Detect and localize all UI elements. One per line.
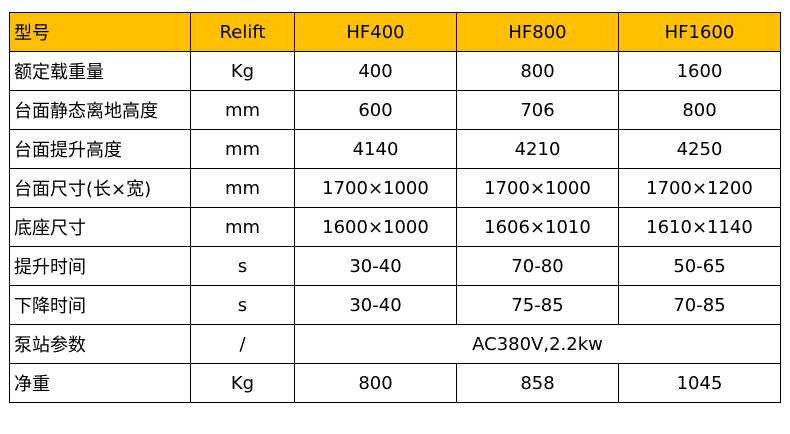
table-cell: 30-40: [294, 246, 457, 286]
table-row: 底座尺寸 mm 1600×1000 1606×1010 1610×1140: [9, 207, 781, 247]
table-cell: 1600: [618, 51, 781, 91]
header-cell: HF400: [294, 12, 457, 52]
table-cell: Kg: [190, 363, 295, 403]
table-row: 台面提升高度 mm 4140 4210 4250: [9, 129, 781, 169]
table-cell: /: [190, 324, 295, 364]
header-cell: HF800: [456, 12, 619, 52]
table-cell: 75-85: [456, 285, 619, 325]
table-cell: 800: [294, 363, 457, 403]
table-cell: 下降时间: [9, 285, 191, 325]
table-cell: s: [190, 246, 295, 286]
table-cell: 800: [618, 90, 781, 130]
table-cell: 1600×1000: [294, 207, 457, 247]
table-cell: s: [190, 285, 295, 325]
table-cell: 1045: [618, 363, 781, 403]
header-cell: Relift: [190, 12, 295, 52]
table-cell: 70-80: [456, 246, 619, 286]
table-row: 提升时间 s 30-40 70-80 50-65: [9, 246, 781, 286]
table-cell: mm: [190, 207, 295, 247]
table-cell: 70-85: [618, 285, 781, 325]
spec-table: 型号 Relift HF400 HF800 HF1600 额定载重量 Kg 400 8…: [9, 12, 781, 403]
table-cell: 1606×1010: [456, 207, 619, 247]
table-cell: 1700×1200: [618, 168, 781, 208]
table-cell: 50-65: [618, 246, 781, 286]
table-cell: 706: [456, 90, 619, 130]
table-cell: 泵站参数: [9, 324, 191, 364]
table-row: 额定载重量 Kg 400 800 1600: [9, 51, 781, 91]
header-cell: 型号: [9, 12, 191, 52]
table-cell: 400: [294, 51, 457, 91]
table-row: 下降时间 s 30-40 75-85 70-85: [9, 285, 781, 325]
table-cell: 1700×1000: [294, 168, 457, 208]
table-cell: Kg: [190, 51, 295, 91]
table-cell: AC380V,2.2kw: [294, 324, 781, 364]
table-cell: mm: [190, 90, 295, 130]
table-cell: 提升时间: [9, 246, 191, 286]
table-cell: 4210: [456, 129, 619, 169]
header-row: 型号 Relift HF400 HF800 HF1600: [9, 12, 781, 52]
table-cell: 800: [456, 51, 619, 91]
table-cell: 4250: [618, 129, 781, 169]
table-cell: 600: [294, 90, 457, 130]
table-row: 泵站参数 / AC380V,2.2kw: [9, 324, 781, 364]
table-cell: 台面尺寸(长×宽): [9, 168, 191, 208]
table-cell: 台面静态离地高度: [9, 90, 191, 130]
table-cell: 额定载重量: [9, 51, 191, 91]
table-row: 台面尺寸(长×宽) mm 1700×1000 1700×1000 1700×1200: [9, 168, 781, 208]
table-cell: 台面提升高度: [9, 129, 191, 169]
table-cell: mm: [190, 168, 295, 208]
header-cell: HF1600: [618, 12, 781, 52]
table-cell: 净重: [9, 363, 191, 403]
table-cell: 858: [456, 363, 619, 403]
table-cell: 1610×1140: [618, 207, 781, 247]
table-row: 净重 Kg 800 858 1045: [9, 363, 781, 403]
table-cell: mm: [190, 129, 295, 169]
table-cell: 4140: [294, 129, 457, 169]
table-row: 台面静态离地高度 mm 600 706 800: [9, 90, 781, 130]
table-cell: 1700×1000: [456, 168, 619, 208]
table-cell: 30-40: [294, 285, 457, 325]
table-cell: 底座尺寸: [9, 207, 191, 247]
